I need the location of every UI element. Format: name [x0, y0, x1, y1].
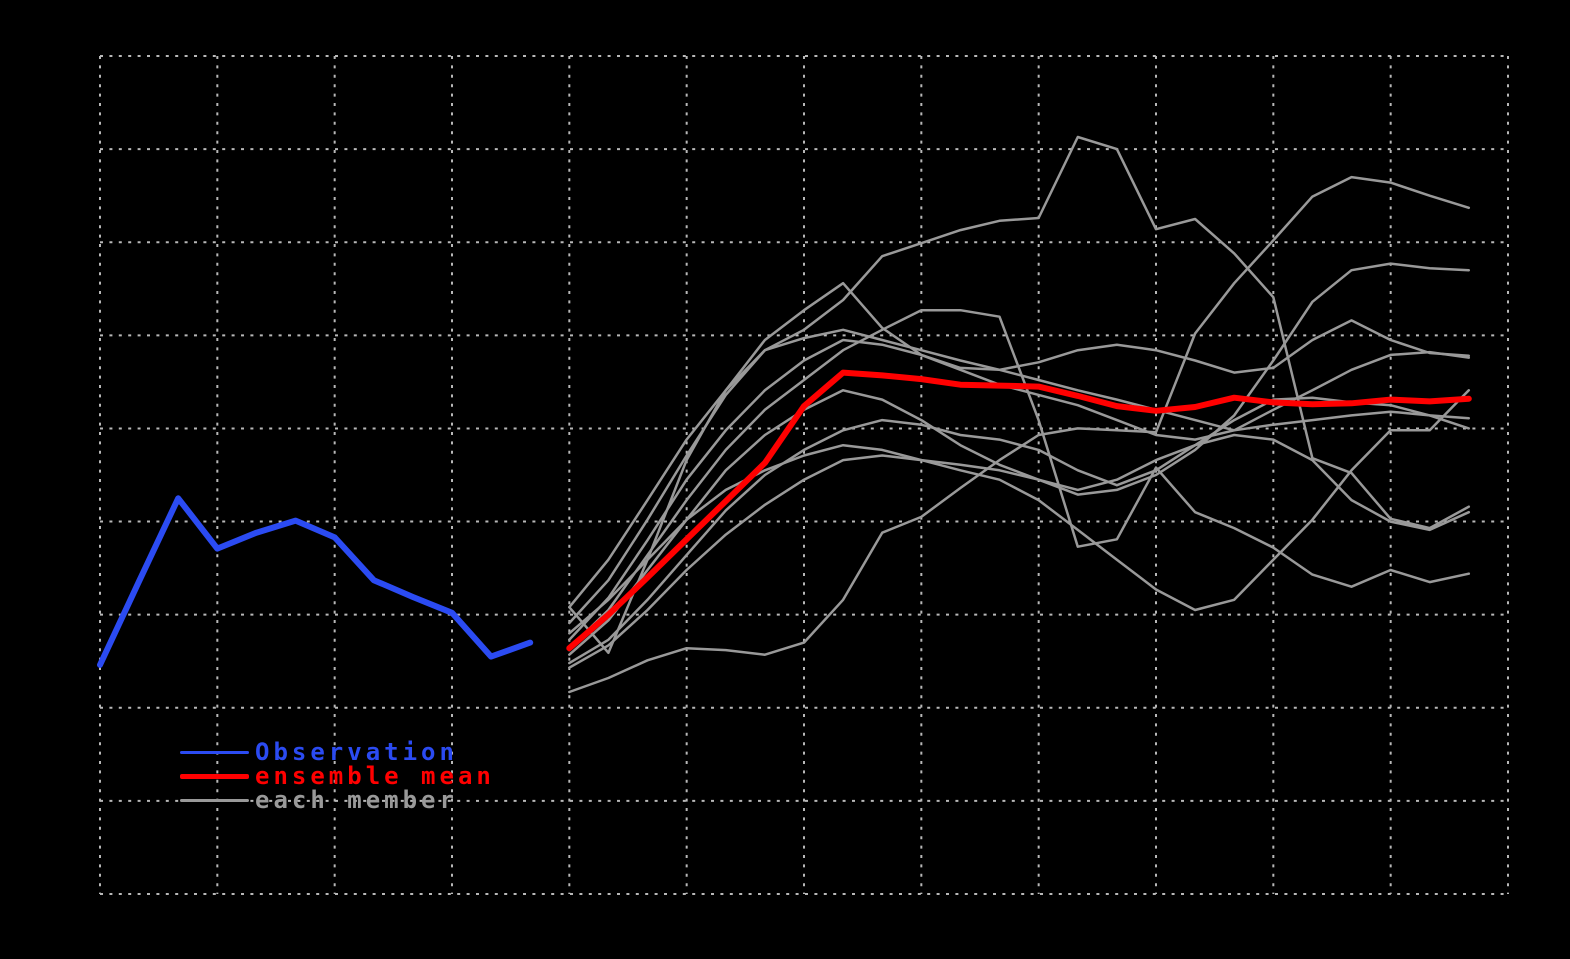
legend: Observation ensemble mean each member [180, 740, 495, 812]
legend-row-ensemble-mean: ensemble mean [180, 764, 495, 788]
legend-label-ensemble-mean: ensemble mean [255, 762, 495, 790]
legend-label-observation: Observation [255, 738, 458, 766]
legend-row-observation: Observation [180, 740, 495, 764]
ensemble-mean-line-swatch [180, 773, 249, 779]
each-member-line-swatch [180, 798, 249, 802]
legend-row-each-member: each member [180, 788, 495, 812]
legend-label-each-member: each member [255, 786, 458, 814]
observation-line-swatch [180, 750, 249, 754]
